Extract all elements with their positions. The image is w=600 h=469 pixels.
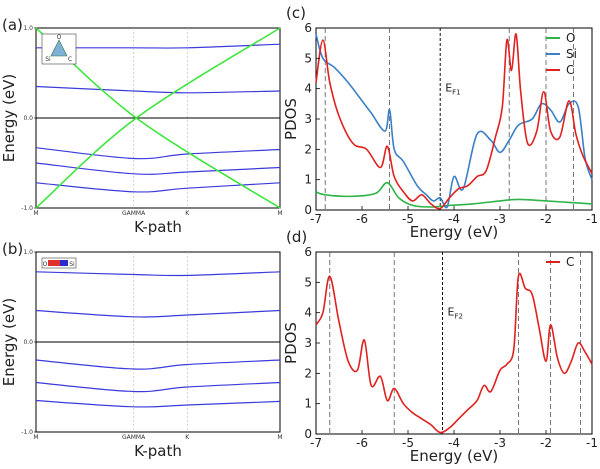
legend-label: C [566,255,574,269]
y-tick-label: 1.0 [23,249,33,256]
x-tick-label: -5 [402,436,414,450]
x-tick-label: -6 [356,436,368,450]
y-tick-label: 2 [304,366,312,380]
band-line [35,359,281,370]
legend-label: O [566,31,575,45]
y-axis-title: Energy (eV) [0,298,18,386]
band-line [35,399,281,408]
y-tick-label: 5 [304,51,312,65]
band-line [35,309,281,318]
y-tick-label: 1 [304,173,312,187]
x-tick-label: GAMMA [122,210,146,217]
y-tick-label: 0 [304,203,312,217]
y-axis-title: Energy (eV) [0,74,18,162]
x-tick-label: M [277,210,282,217]
x-tick-label: -7 [310,212,322,226]
x-tick-label: K [185,434,190,441]
y-tick-label: 0 [304,427,312,441]
fermi-label-subscript: F1 [452,89,460,97]
y-tick-label: 3 [304,336,312,350]
legend-label: C [566,63,574,77]
y-tick-label: 1.0 [23,25,33,32]
y-tick-label: 0.0 [23,339,33,346]
x-tick-label: -1 [586,212,598,226]
series-line-o [315,181,593,208]
series-line-c [315,33,593,210]
legend-label: O [43,261,48,268]
legend-swatch [48,260,60,266]
x-axis-title: K-path [134,218,182,236]
x-tick-label: -4 [448,436,460,450]
x-tick-label: -2 [540,212,552,226]
legend-label: Si [566,47,577,61]
band-line [35,381,281,393]
x-tick-label: M [277,434,282,441]
legend-label: O [57,34,62,41]
color-triangle-icon [50,39,68,57]
x-tick-label: -5 [402,212,414,226]
band-line [35,271,281,277]
band-line [35,147,281,160]
y-tick-label: -1.0 [21,429,33,436]
band-line [35,85,281,94]
panel-label: (b) [2,240,23,258]
x-axis-title: K-path [134,442,182,460]
legend-label: Si [45,56,51,63]
x-axis-title: Energy (eV) [410,447,498,465]
band-line [36,43,281,49]
legend-label: Si [69,261,75,268]
panel-label: (a) [2,16,23,34]
y-tick-label: 0.0 [23,115,33,122]
x-tick-label: -1 [586,436,598,450]
y-tick-label: 6 [304,245,312,259]
y-tick-label: 2 [304,142,312,156]
x-tick-label: GAMMA [122,434,146,441]
series-line-si [315,33,593,209]
x-tick-label: M [33,434,38,441]
x-tick-label: -4 [448,212,460,226]
legend-label: C [68,56,72,63]
panel-label: (d) [286,228,307,246]
x-tick-label: -3 [494,436,506,450]
y-tick-label: 6 [304,21,312,35]
x-tick-label: -2 [540,436,552,450]
x-tick-label: -6 [356,212,368,226]
x-tick-label: -3 [494,212,506,226]
panel-label: (c) [286,4,306,22]
fermi-label-subscript: F2 [454,313,462,321]
y-tick-label: 1 [304,397,312,411]
y-axis-title: PDOS [282,98,300,140]
y-tick-label: -1.0 [21,205,33,212]
y-axis-title: PDOS [282,322,300,364]
x-tick-label: -7 [310,436,322,450]
x-axis-title: Energy (eV) [410,223,498,241]
x-tick-label: K [185,210,190,217]
y-tick-label: 5 [304,275,312,289]
x-tick-label: M [33,210,38,217]
plot-frame [315,27,593,211]
y-tick-label: 4 [304,82,312,96]
series-line-c [315,272,593,434]
legend-swatch [60,260,68,266]
y-tick-label: 4 [304,306,312,320]
y-tick-label: 3 [304,112,312,126]
